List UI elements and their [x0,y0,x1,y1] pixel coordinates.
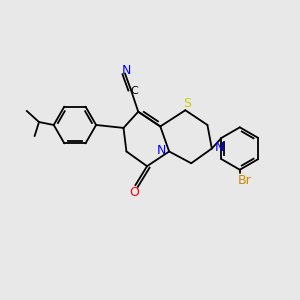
Text: N: N [122,64,131,77]
Text: O: O [130,186,139,199]
Text: Br: Br [238,173,252,187]
Text: S: S [183,97,191,110]
Text: C: C [130,85,138,95]
Text: N: N [214,141,224,154]
Text: N: N [157,144,167,157]
